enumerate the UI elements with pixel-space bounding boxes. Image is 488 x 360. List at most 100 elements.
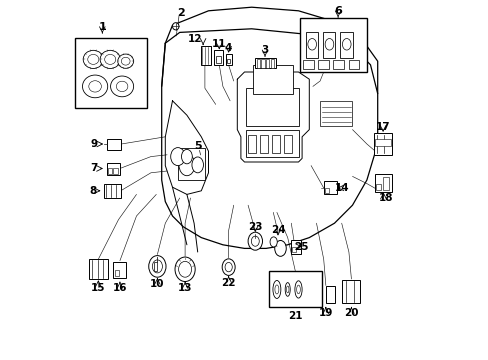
Bar xyxy=(261,59,264,68)
Text: 24: 24 xyxy=(270,225,285,235)
Ellipse shape xyxy=(307,39,316,50)
Ellipse shape xyxy=(294,281,302,298)
Text: 1: 1 xyxy=(98,22,106,32)
Bar xyxy=(270,59,273,68)
Ellipse shape xyxy=(116,81,127,91)
Ellipse shape xyxy=(274,285,278,294)
Ellipse shape xyxy=(172,23,179,30)
Bar xyxy=(323,181,336,194)
Ellipse shape xyxy=(179,154,194,176)
Text: 5: 5 xyxy=(194,141,202,151)
Text: 14: 14 xyxy=(334,183,348,193)
Text: 4: 4 xyxy=(224,43,232,53)
Text: 12: 12 xyxy=(188,33,203,44)
Ellipse shape xyxy=(118,54,133,68)
Bar xyxy=(107,163,120,175)
Bar xyxy=(348,60,359,69)
Bar xyxy=(342,280,360,303)
Text: 18: 18 xyxy=(378,193,392,203)
Bar xyxy=(246,88,298,126)
Bar xyxy=(153,262,157,271)
Bar xyxy=(333,60,344,69)
Ellipse shape xyxy=(121,57,130,65)
Ellipse shape xyxy=(224,262,232,272)
Text: 3: 3 xyxy=(261,45,268,55)
Ellipse shape xyxy=(286,286,288,293)
Bar xyxy=(114,270,119,276)
Bar xyxy=(89,259,107,279)
Bar xyxy=(318,60,328,69)
Bar xyxy=(113,168,118,174)
Bar xyxy=(113,262,125,278)
Text: 22: 22 xyxy=(221,278,235,288)
Bar xyxy=(303,60,313,69)
Ellipse shape xyxy=(87,54,99,64)
Bar xyxy=(200,46,210,65)
Bar xyxy=(215,56,220,63)
Ellipse shape xyxy=(192,157,203,173)
Ellipse shape xyxy=(269,237,277,247)
Bar xyxy=(340,32,352,58)
Text: 11: 11 xyxy=(212,39,226,49)
Ellipse shape xyxy=(181,149,192,164)
Bar xyxy=(107,139,121,150)
Ellipse shape xyxy=(342,39,350,50)
Text: 6: 6 xyxy=(333,6,341,16)
Ellipse shape xyxy=(100,50,120,68)
Text: 10: 10 xyxy=(150,279,164,289)
Text: 8: 8 xyxy=(89,186,96,196)
Text: 23: 23 xyxy=(247,222,262,232)
Text: 17: 17 xyxy=(375,122,389,132)
Bar xyxy=(373,133,391,155)
Text: 15: 15 xyxy=(91,283,105,293)
Text: 16: 16 xyxy=(112,283,127,293)
Bar xyxy=(305,32,317,58)
Bar xyxy=(178,148,204,180)
Bar xyxy=(108,168,112,174)
Ellipse shape xyxy=(175,257,195,282)
Text: 7: 7 xyxy=(90,163,98,174)
Bar xyxy=(226,59,230,63)
Bar xyxy=(320,101,352,126)
Ellipse shape xyxy=(148,256,166,277)
Text: 20: 20 xyxy=(344,308,358,318)
Ellipse shape xyxy=(251,236,259,246)
Text: 9: 9 xyxy=(91,139,98,149)
Text: 19: 19 xyxy=(318,308,332,318)
Bar xyxy=(104,184,121,198)
Bar xyxy=(374,139,390,146)
Bar xyxy=(283,135,291,153)
Ellipse shape xyxy=(82,75,107,98)
Bar xyxy=(256,59,260,68)
Bar xyxy=(382,177,388,190)
Ellipse shape xyxy=(274,240,285,256)
Bar xyxy=(213,50,223,65)
Bar xyxy=(291,240,301,254)
Ellipse shape xyxy=(110,76,133,97)
Bar xyxy=(292,247,295,252)
Ellipse shape xyxy=(285,283,289,296)
Bar xyxy=(253,65,292,94)
Bar xyxy=(325,286,335,303)
Bar xyxy=(268,271,322,307)
Text: 21: 21 xyxy=(287,311,302,321)
Bar xyxy=(271,135,279,153)
Bar xyxy=(75,38,147,108)
Text: 2: 2 xyxy=(177,8,185,18)
Bar xyxy=(247,135,256,153)
Bar xyxy=(246,130,298,157)
Text: 13: 13 xyxy=(178,283,192,293)
Ellipse shape xyxy=(296,285,300,294)
Bar xyxy=(260,135,267,153)
Ellipse shape xyxy=(247,232,262,250)
Bar xyxy=(255,58,276,68)
Ellipse shape xyxy=(89,81,101,92)
Ellipse shape xyxy=(222,259,235,275)
Bar xyxy=(322,32,335,58)
Bar xyxy=(375,184,381,190)
Bar xyxy=(300,18,366,72)
Bar xyxy=(374,174,391,192)
Ellipse shape xyxy=(152,260,162,273)
Bar xyxy=(225,54,231,65)
Ellipse shape xyxy=(178,261,191,277)
